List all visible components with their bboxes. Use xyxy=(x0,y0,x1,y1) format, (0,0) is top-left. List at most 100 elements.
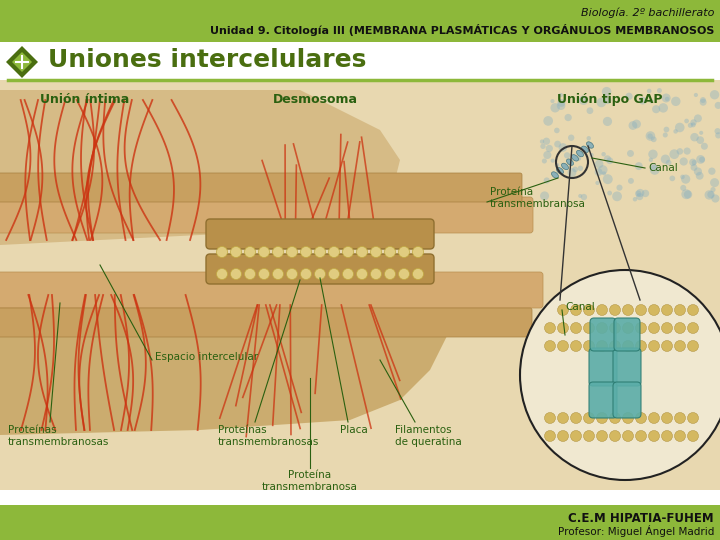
Circle shape xyxy=(559,143,567,152)
Circle shape xyxy=(636,322,647,334)
Circle shape xyxy=(690,123,696,127)
Circle shape xyxy=(597,98,606,107)
Text: Placa: Placa xyxy=(340,425,368,435)
Circle shape xyxy=(217,268,228,280)
Circle shape xyxy=(413,246,423,258)
Bar xyxy=(0,0,720,42)
Circle shape xyxy=(675,123,685,132)
Polygon shape xyxy=(0,90,400,245)
Circle shape xyxy=(570,430,582,442)
Text: Proteínas
transmembranosas: Proteínas transmembranosas xyxy=(8,425,109,447)
Circle shape xyxy=(626,93,633,100)
Circle shape xyxy=(707,191,715,198)
Circle shape xyxy=(577,166,583,171)
Circle shape xyxy=(623,413,634,423)
Ellipse shape xyxy=(572,154,578,161)
Circle shape xyxy=(583,341,595,352)
Circle shape xyxy=(636,193,643,200)
Circle shape xyxy=(546,145,553,152)
Circle shape xyxy=(635,162,643,170)
Circle shape xyxy=(648,150,657,159)
Circle shape xyxy=(659,103,668,113)
Circle shape xyxy=(287,246,297,258)
Circle shape xyxy=(662,413,672,423)
Circle shape xyxy=(272,246,284,258)
Circle shape xyxy=(699,157,705,163)
Circle shape xyxy=(690,133,699,141)
FancyBboxPatch shape xyxy=(0,173,522,202)
Circle shape xyxy=(371,246,382,258)
FancyBboxPatch shape xyxy=(589,382,617,418)
Circle shape xyxy=(675,430,685,442)
Circle shape xyxy=(662,341,672,352)
Circle shape xyxy=(694,93,698,97)
Circle shape xyxy=(711,194,719,202)
Circle shape xyxy=(636,413,647,423)
Circle shape xyxy=(636,430,647,442)
Circle shape xyxy=(413,268,423,280)
Circle shape xyxy=(577,156,581,161)
Circle shape xyxy=(598,165,608,174)
Circle shape xyxy=(557,99,565,107)
Circle shape xyxy=(258,268,269,280)
Circle shape xyxy=(696,172,703,180)
Circle shape xyxy=(623,305,634,315)
Circle shape xyxy=(543,138,550,145)
Ellipse shape xyxy=(582,146,588,152)
Polygon shape xyxy=(6,46,38,78)
Circle shape xyxy=(681,174,690,184)
Circle shape xyxy=(699,131,703,135)
Circle shape xyxy=(650,163,657,170)
FancyBboxPatch shape xyxy=(0,272,543,308)
Circle shape xyxy=(555,163,559,167)
Circle shape xyxy=(610,413,621,423)
Circle shape xyxy=(715,132,720,138)
Circle shape xyxy=(544,341,556,352)
Circle shape xyxy=(629,121,637,130)
Circle shape xyxy=(710,178,719,187)
Circle shape xyxy=(596,305,608,315)
Text: Canal: Canal xyxy=(565,302,595,312)
Circle shape xyxy=(610,341,621,352)
Circle shape xyxy=(661,154,670,164)
Circle shape xyxy=(635,191,642,197)
Circle shape xyxy=(696,155,705,164)
Circle shape xyxy=(544,178,550,184)
Circle shape xyxy=(623,341,634,352)
Circle shape xyxy=(557,430,569,442)
Circle shape xyxy=(587,107,593,114)
Circle shape xyxy=(583,322,595,334)
Circle shape xyxy=(315,268,325,280)
Circle shape xyxy=(662,93,670,103)
Circle shape xyxy=(398,246,410,258)
Text: Unidad 9. Citología III (MEMBRANA PLASMÁTICAS Y ORGÁNULOS MEMBRANOSOS: Unidad 9. Citología III (MEMBRANA PLASMÁ… xyxy=(210,24,714,36)
Circle shape xyxy=(604,156,611,163)
Circle shape xyxy=(356,246,367,258)
Bar xyxy=(0,505,720,540)
Circle shape xyxy=(554,127,559,133)
FancyBboxPatch shape xyxy=(613,382,641,418)
Ellipse shape xyxy=(577,150,583,157)
FancyBboxPatch shape xyxy=(614,318,640,351)
Circle shape xyxy=(570,341,582,352)
Ellipse shape xyxy=(557,167,564,174)
FancyBboxPatch shape xyxy=(590,318,616,351)
Text: Profesor: Miguel Ángel Madrid: Profesor: Miguel Ángel Madrid xyxy=(557,525,714,537)
Ellipse shape xyxy=(567,159,573,165)
Text: Unión íntima: Unión íntima xyxy=(40,93,130,106)
Circle shape xyxy=(670,176,675,181)
Text: Desmosoma: Desmosoma xyxy=(272,93,358,106)
Circle shape xyxy=(581,194,587,200)
Circle shape xyxy=(343,268,354,280)
Circle shape xyxy=(542,158,547,164)
Circle shape xyxy=(610,322,621,334)
Circle shape xyxy=(714,128,720,134)
Circle shape xyxy=(684,190,692,199)
Circle shape xyxy=(602,171,606,176)
Circle shape xyxy=(688,341,698,352)
Circle shape xyxy=(596,341,608,352)
Circle shape xyxy=(559,93,563,97)
Text: Uniones intercelulares: Uniones intercelulares xyxy=(48,48,366,72)
Circle shape xyxy=(287,268,297,280)
Circle shape xyxy=(694,114,702,123)
